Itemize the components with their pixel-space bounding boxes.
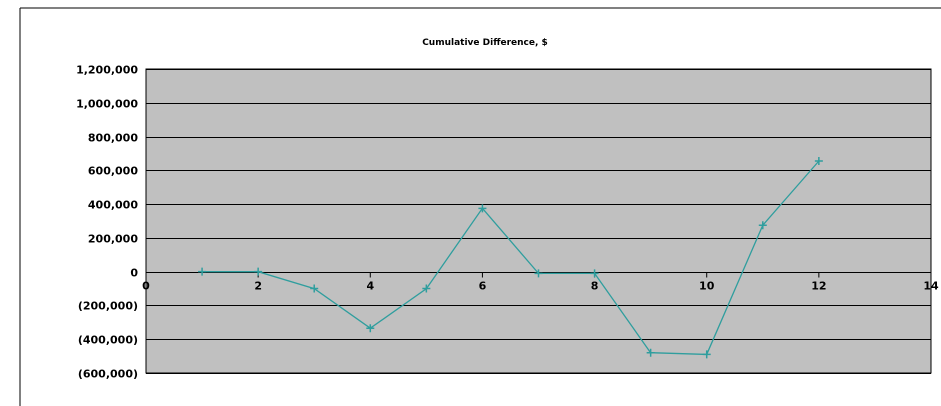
x-tick-label: 2 <box>254 280 262 293</box>
x-tick-label: 0 <box>142 280 150 293</box>
x-tick-label: 4 <box>366 280 374 293</box>
data-point-marker <box>590 269 599 278</box>
data-point-marker <box>422 284 431 293</box>
data-point-marker <box>758 221 767 230</box>
x-tick-label: 6 <box>479 280 487 293</box>
y-tick-label: (200,000) <box>78 300 138 313</box>
x-tick-label: 8 <box>591 280 599 293</box>
y-tick-label: 0 <box>130 267 138 280</box>
data-point-marker <box>198 267 207 276</box>
y-tick-label: 600,000 <box>88 165 138 178</box>
data-point-marker <box>814 157 823 166</box>
series-line <box>202 160 820 356</box>
data-point-marker <box>646 348 655 357</box>
y-tick-label: 400,000 <box>88 199 138 212</box>
x-tick-label: 12 <box>811 280 826 293</box>
data-point-marker <box>366 324 375 333</box>
data-point-marker <box>534 269 543 278</box>
chart-title: Cumulative Difference, $ <box>422 38 548 48</box>
plot-area: 1,200,000 1,000,000 800,000 600,000 400,000 2… <box>76 64 939 381</box>
y-tick-label: (400,000) <box>78 334 138 347</box>
x-tick-label: 10 <box>699 280 715 293</box>
data-point-marker <box>702 350 711 359</box>
data-point-marker <box>310 284 319 293</box>
y-tick-label: 200,000 <box>88 233 138 246</box>
y-tick-label: (600,000) <box>78 368 138 381</box>
y-tick-label: 800,000 <box>88 132 138 145</box>
y-tick-label: 1,000,000 <box>76 98 138 111</box>
x-tick-label: 14 <box>923 280 939 293</box>
data-point-marker <box>254 267 263 276</box>
plot-background <box>145 68 932 374</box>
y-tick-label: 1,200,000 <box>76 64 138 77</box>
data-point-marker <box>478 204 487 213</box>
